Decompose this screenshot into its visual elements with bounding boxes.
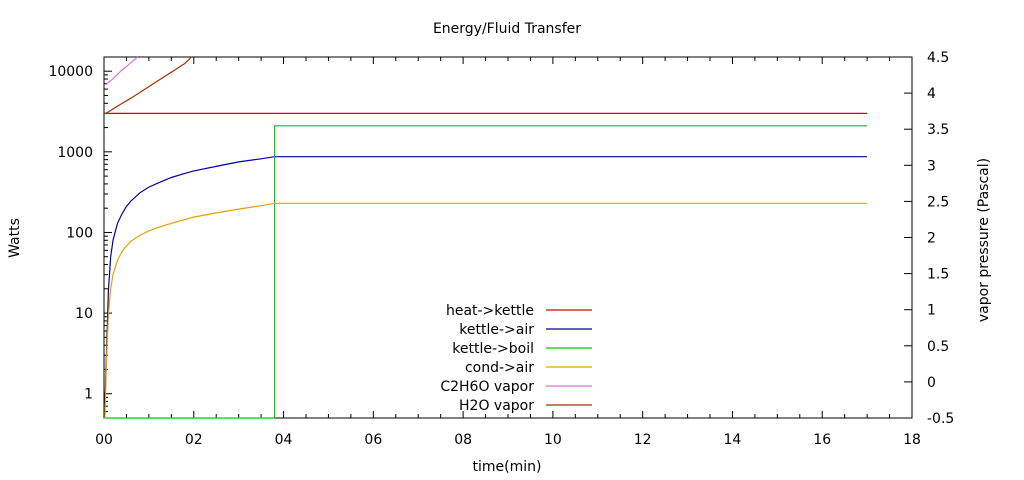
y2-tick-label: 1.5 — [927, 267, 949, 283]
x-tick-label: 10 — [544, 432, 562, 448]
y2-tick-label: 0 — [927, 375, 936, 391]
y-tick-label: 10000 — [48, 64, 93, 80]
legend-label: kettle->boil — [452, 341, 534, 357]
axis-ticks: 00 02 04 06 08 10 12 14 16 18110100100010000-0.50… — [48, 50, 954, 448]
chart-title: Energy/Fluid Transfer — [433, 21, 581, 37]
y-axis-label: Watts — [7, 218, 23, 258]
legend-label: cond->air — [465, 360, 534, 376]
series-line-5 — [105, 56, 192, 114]
y2-tick-label: 3.5 — [927, 122, 949, 138]
legend-label: heat->kettle — [446, 303, 534, 319]
y2-tick-label: 2 — [927, 231, 936, 247]
y2-tick-label: 3 — [927, 158, 936, 174]
y-tick-label: 1000 — [57, 145, 93, 161]
x-tick-label: 08 — [454, 432, 472, 448]
y-tick-label: 10 — [75, 306, 93, 322]
x-tick-label: 06 — [364, 432, 382, 448]
series-line-3 — [104, 202, 868, 419]
y2-tick-label: -0.5 — [927, 411, 954, 427]
y2-tick-label: 4 — [927, 86, 936, 102]
series-line-4 — [105, 56, 139, 85]
y2-tick-label: 0.5 — [927, 339, 949, 355]
x-tick-label: 02 — [185, 432, 203, 448]
x-tick-label: 18 — [903, 432, 921, 448]
x-tick-label: 00 — [95, 432, 113, 448]
y2-tick-label: 4.5 — [927, 50, 949, 66]
legend-label: C2H6O vapor — [440, 379, 534, 395]
series-line-2 — [104, 125, 868, 419]
y2-tick-label: 2.5 — [927, 194, 949, 210]
x-tick-label: 16 — [813, 432, 831, 448]
legend-label: H2O vapor — [459, 398, 534, 414]
series-line-1 — [104, 156, 868, 407]
y2-axis-label: vapor pressure (Pascal) — [976, 158, 992, 322]
legend: heat->kettle kettle->air kettle->boil cond-… — [440, 303, 592, 414]
series-layer — [104, 56, 868, 419]
x-axis-label: time(min) — [473, 459, 542, 475]
y2-tick-label: 1 — [927, 303, 936, 319]
legend-label: kettle->air — [459, 322, 534, 338]
y-tick-label: 100 — [66, 225, 93, 241]
x-tick-label: 04 — [275, 432, 293, 448]
x-tick-label: 12 — [634, 432, 652, 448]
y-tick-label: 1 — [84, 387, 93, 403]
x-tick-label: 14 — [724, 432, 742, 448]
